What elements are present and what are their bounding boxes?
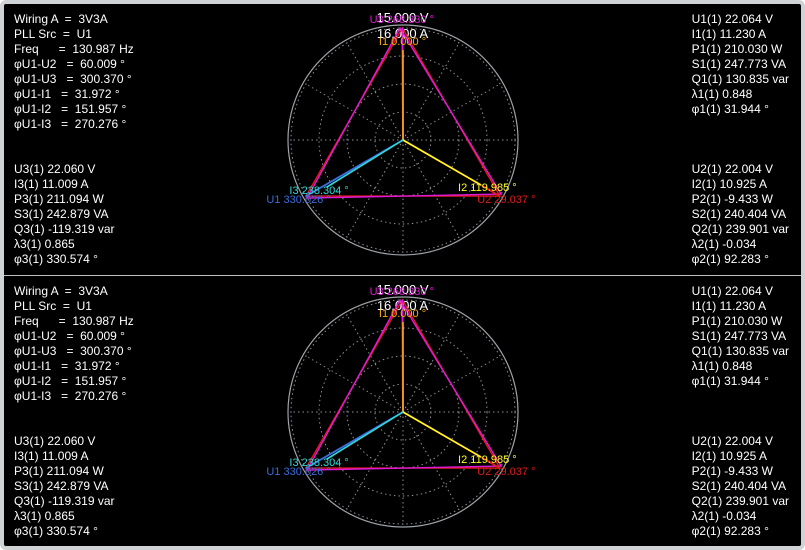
vector-label-i2: I2 119.985 ° bbox=[458, 454, 517, 466]
ch2-readings: U2(1) 22.004 V I2(1) 10.925 A P2(1) -9.4… bbox=[692, 434, 789, 539]
vector-label-u2: U2 29.037 ° bbox=[477, 466, 535, 478]
vector-label-i1: I1 0.000 ° bbox=[379, 36, 426, 48]
phasor-plot: U1 330.026 °U2 29.037 °U3 268.330 °I1 0.… bbox=[278, 287, 528, 537]
phasor-plot: U1 330.026 °U2 29.037 °U3 268.330 °I1 0.… bbox=[278, 15, 528, 265]
ch3-readings: U3(1) 22.060 V I3(1) 11.009 A P3(1) 211.… bbox=[14, 434, 115, 539]
vector-label-i3: I3 238.304 ° bbox=[289, 457, 348, 469]
ch1-readings: U1(1) 22.064 V I1(1) 11.230 A P1(1) 210.… bbox=[692, 12, 789, 117]
vector-panel-bottom: 15.000 V 16.000 AWiring A = 3V3A PLL Src… bbox=[4, 275, 801, 547]
vector-label-u3: U3 268.330 ° bbox=[370, 286, 434, 298]
wiring-info: Wiring A = 3V3A PLL Src = U1 Freq = 130.… bbox=[14, 12, 134, 132]
vector-label-i1: I1 0.000 ° bbox=[379, 308, 426, 320]
wiring-info: Wiring A = 3V3A PLL Src = U1 Freq = 130.… bbox=[14, 284, 134, 404]
vector-panel-top: 15.000 V 16.000 AWiring A = 3V3A PLL Src… bbox=[4, 4, 801, 275]
vector-label-i2: I2 119.985 ° bbox=[458, 182, 517, 194]
vector-label-u3: U3 268.330 ° bbox=[370, 14, 434, 26]
vector-label-u2: U2 29.037 ° bbox=[477, 194, 535, 206]
ch2-readings: U2(1) 22.004 V I2(1) 10.925 A P2(1) -9.4… bbox=[692, 162, 789, 267]
ch3-readings: U3(1) 22.060 V I3(1) 11.009 A P3(1) 211.… bbox=[14, 162, 115, 267]
ch1-readings: U1(1) 22.064 V I1(1) 11.230 A P1(1) 210.… bbox=[692, 284, 789, 389]
vector-label-i3: I3 238.304 ° bbox=[289, 185, 348, 197]
